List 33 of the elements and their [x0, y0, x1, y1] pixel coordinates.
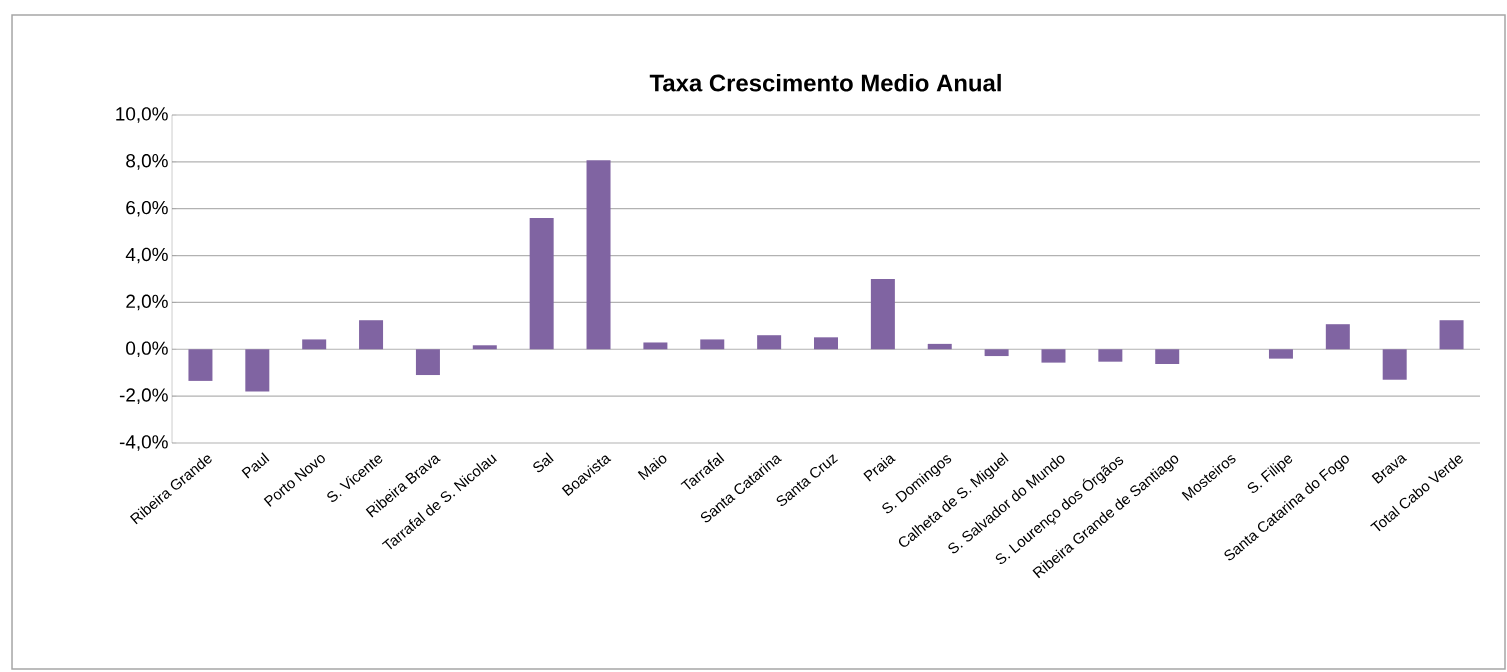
bar	[700, 339, 725, 350]
y-tick-label: 8,0%	[126, 154, 168, 170]
bar	[870, 278, 895, 350]
bar	[757, 335, 782, 350]
y-tick-label: -2,0%	[119, 388, 168, 404]
bar	[643, 342, 668, 350]
bar	[1439, 320, 1464, 350]
bar	[472, 345, 497, 350]
y-tick-label: 10,0%	[116, 107, 168, 123]
bar	[1155, 349, 1180, 365]
bar	[1041, 349, 1066, 363]
bar	[415, 349, 440, 376]
x-tick-label: Sal	[533, 452, 554, 473]
bar	[1325, 324, 1350, 350]
bar	[814, 337, 839, 350]
bar	[529, 218, 554, 350]
bar	[1382, 349, 1407, 380]
bar	[586, 160, 611, 350]
bar	[1268, 349, 1293, 359]
bar	[359, 320, 384, 350]
bar	[245, 349, 270, 392]
y-tick-label: 6,0%	[126, 200, 168, 217]
y-tick-label: 2,0%	[126, 294, 168, 311]
bar	[984, 349, 1009, 357]
bar	[302, 339, 327, 350]
y-tick-label: -4,0%	[119, 435, 168, 451]
bar	[927, 343, 952, 350]
x-tick-label: Maio	[637, 455, 667, 481]
chart-title: Taxa Crescimento Medio Anual	[649, 73, 1001, 92]
bar	[1098, 349, 1123, 362]
y-tick-label: 4,0%	[125, 247, 168, 264]
y-tick-label: 0,0%	[126, 341, 168, 358]
bar	[188, 349, 213, 381]
